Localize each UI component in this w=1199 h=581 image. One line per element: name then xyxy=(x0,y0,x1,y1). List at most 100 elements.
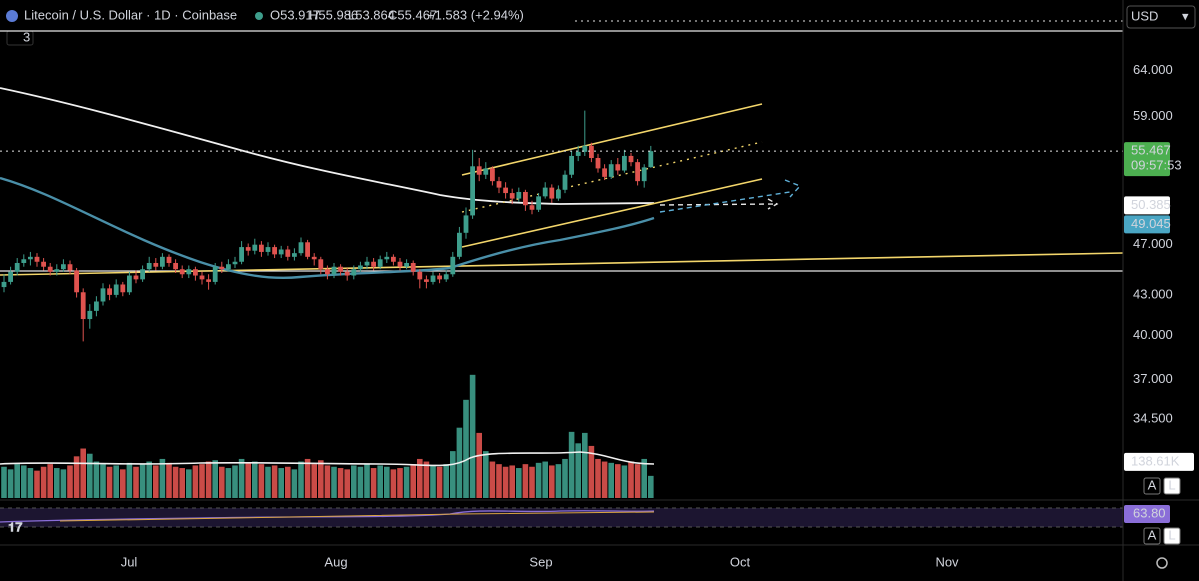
currency-select[interactable] xyxy=(1126,5,1196,29)
dropdown-caret[interactable]: ▾ xyxy=(1182,8,1189,23)
candle-body xyxy=(186,269,192,275)
candle-body xyxy=(74,270,79,293)
indicator-count[interactable]: 3 xyxy=(23,29,30,44)
candle-body xyxy=(285,249,291,257)
volume-bar xyxy=(443,464,449,498)
candle-body xyxy=(8,271,13,282)
x-tick-label: Aug xyxy=(324,554,347,569)
volume-bar xyxy=(153,465,159,498)
candle-body xyxy=(41,261,46,267)
candle-body xyxy=(80,292,86,320)
volume-ma-label: 138.61K xyxy=(1131,453,1180,468)
rsi-ma-line xyxy=(59,511,655,522)
coin-icon xyxy=(6,10,18,22)
volume-ma-line xyxy=(0,451,655,467)
candle-body xyxy=(232,261,238,265)
candle-body xyxy=(292,253,297,257)
scale-button[interactable] xyxy=(1163,477,1181,495)
scale-button-label[interactable]: A xyxy=(1148,527,1157,542)
candle-body xyxy=(331,266,337,275)
volume-ma-box xyxy=(1124,452,1194,471)
candle-body xyxy=(476,166,482,175)
scale-button[interactable] xyxy=(1163,527,1181,545)
candle-body xyxy=(54,269,60,272)
legend-value: C55.467 xyxy=(388,7,437,22)
candle-body xyxy=(529,205,535,210)
legend-value: +1.583 (+2.94%) xyxy=(427,7,524,22)
candle-body xyxy=(173,262,178,270)
scale-button[interactable] xyxy=(1143,527,1161,545)
volume-bars xyxy=(1,374,654,498)
candle-body xyxy=(305,242,310,257)
candle-body xyxy=(226,264,231,270)
scale-button-label[interactable]: L xyxy=(1168,527,1175,542)
volume-bar xyxy=(483,451,489,498)
volume-bar xyxy=(535,462,542,498)
candle-body xyxy=(259,244,264,252)
scale-button-label[interactable]: L xyxy=(1168,477,1175,492)
candle-body xyxy=(437,275,442,280)
volume-bar xyxy=(641,458,647,498)
projection-arrow xyxy=(659,198,779,210)
candle-body xyxy=(140,269,145,280)
candle-body xyxy=(311,256,317,260)
y-tick-label: 37.000 xyxy=(1133,371,1173,386)
y-tick-label: 43.000 xyxy=(1133,286,1173,301)
candle-body xyxy=(483,168,489,175)
volume-bar xyxy=(139,464,146,498)
volume-bar xyxy=(7,469,14,498)
volume-bar xyxy=(172,466,179,498)
symbol-title: Litecoin / U.S. Dollar · 1D · Coinbase xyxy=(24,7,237,22)
volume-bar xyxy=(120,469,126,498)
candle-body xyxy=(523,191,528,206)
x-tick-label: Sep xyxy=(529,554,552,569)
candle-body xyxy=(193,269,198,276)
volume-bar xyxy=(271,465,278,498)
settings-icon[interactable] xyxy=(1156,557,1168,569)
ma-50-box xyxy=(1124,215,1170,234)
volume-bar xyxy=(595,458,601,498)
volume-bar xyxy=(331,466,337,498)
volume-bar xyxy=(278,468,284,498)
legend-value: L53.864 xyxy=(348,7,395,22)
candle-body xyxy=(549,187,555,199)
candle-body xyxy=(450,256,456,275)
candle-body xyxy=(622,155,627,171)
volume-bar xyxy=(192,465,199,498)
scale-button-label[interactable]: A xyxy=(1148,477,1157,492)
volume-bar xyxy=(298,461,304,498)
x-tick-label: Oct xyxy=(730,554,751,569)
candle-body xyxy=(404,262,409,267)
volume-bar xyxy=(212,460,218,498)
candle-body xyxy=(503,187,508,194)
volume-bar xyxy=(1,466,7,498)
volume-bar xyxy=(648,475,654,498)
volume-bar xyxy=(219,466,225,498)
candle-body xyxy=(397,261,403,267)
volume-bar xyxy=(351,465,357,498)
volume-bar xyxy=(588,445,595,498)
candle-body xyxy=(602,168,607,177)
volume-bar xyxy=(80,448,86,498)
volume-bar xyxy=(469,374,476,498)
candle-body xyxy=(245,247,251,251)
candle-body xyxy=(424,279,429,282)
volume-bar xyxy=(628,461,634,498)
volume-bar xyxy=(555,464,562,498)
x-tick-label: Jul xyxy=(121,554,138,569)
volume-bar xyxy=(93,461,100,498)
scale-button[interactable] xyxy=(1143,477,1161,495)
candle-body xyxy=(160,256,165,267)
candle-body xyxy=(206,279,211,282)
volume-bar xyxy=(364,464,370,498)
volume-bar xyxy=(285,466,291,498)
volume-bar xyxy=(186,469,192,498)
volume-bar xyxy=(245,462,251,498)
currency-label[interactable]: USD xyxy=(1131,8,1158,23)
candle-body xyxy=(120,284,126,293)
volume-bar xyxy=(258,464,265,498)
rsi-box xyxy=(1124,505,1170,524)
volume-bar xyxy=(311,464,317,498)
volume-bar xyxy=(370,468,377,498)
